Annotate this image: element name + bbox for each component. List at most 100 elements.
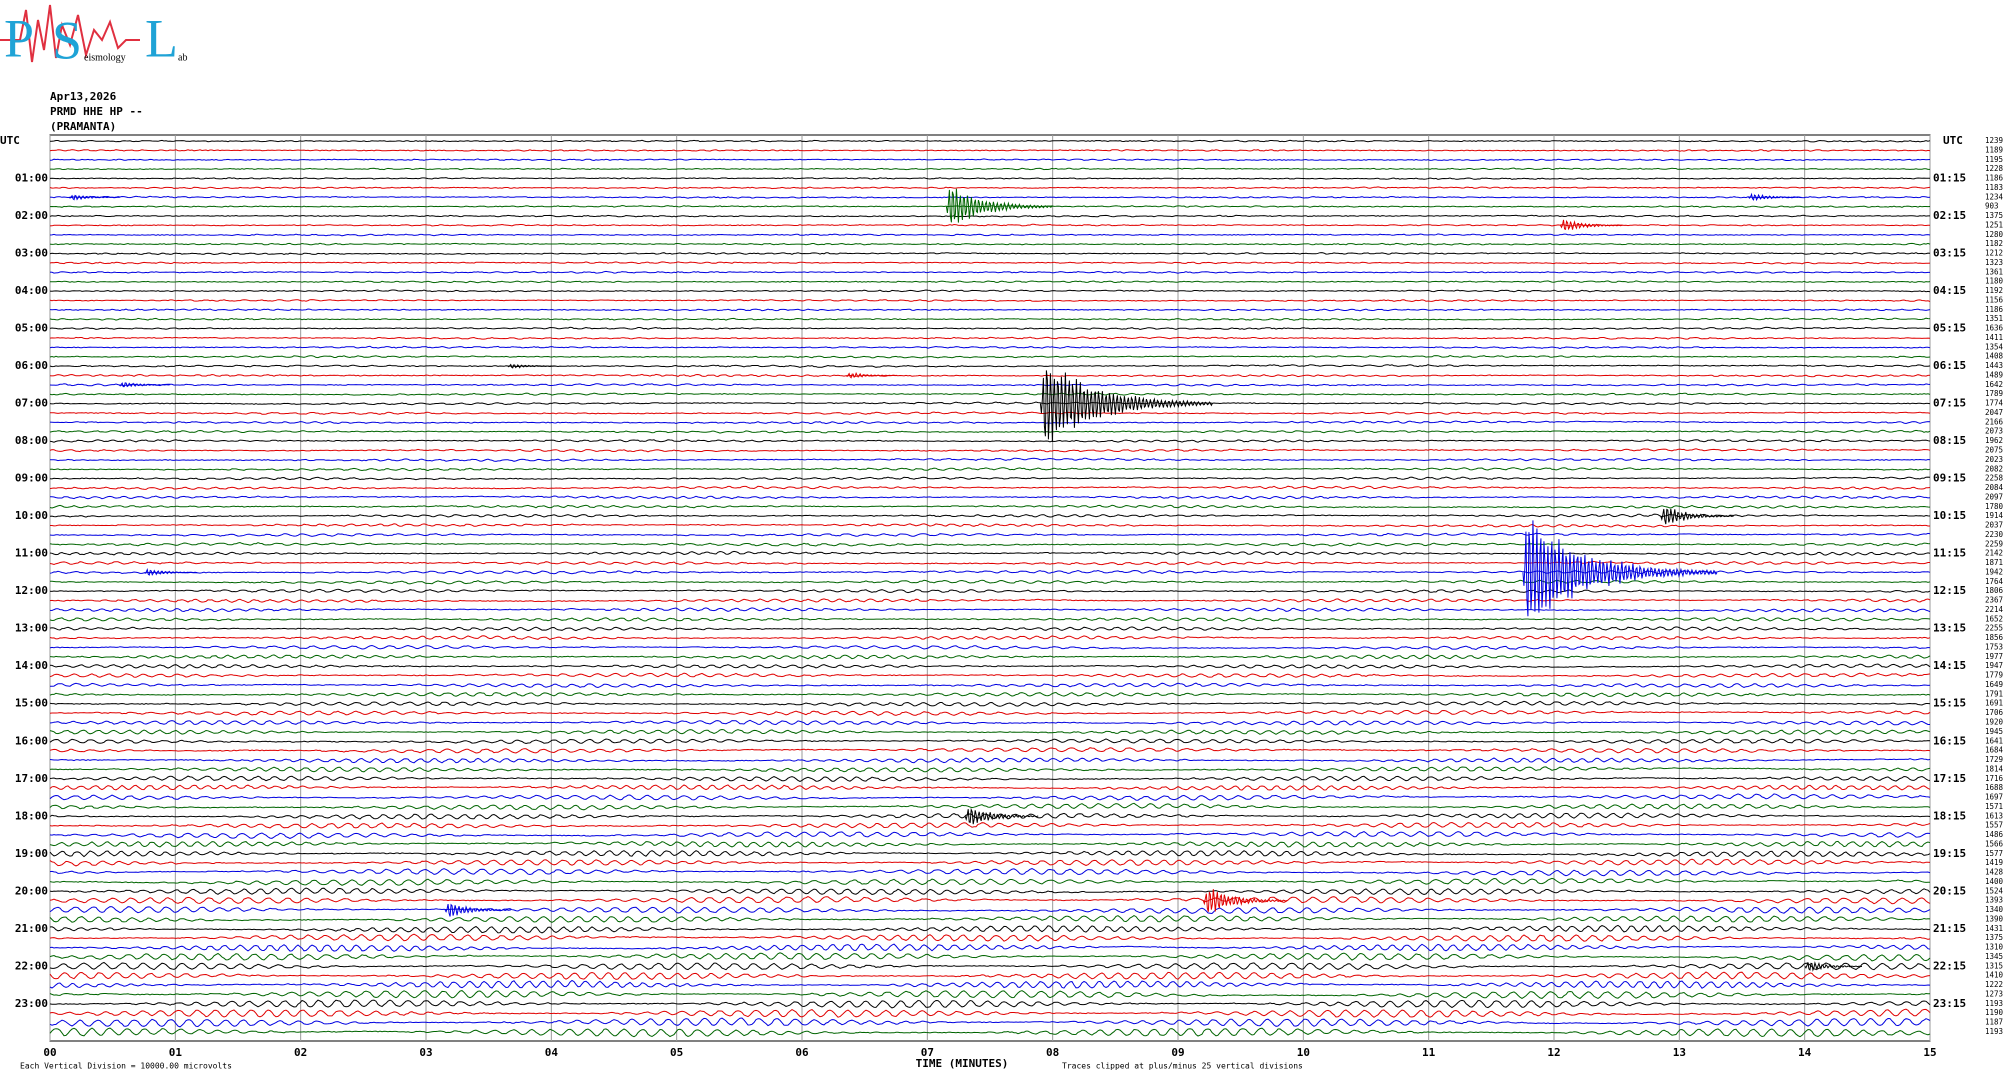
event <box>1202 889 1288 912</box>
trace-count: 1649 <box>1985 680 2003 689</box>
trace-count: 1273 <box>1985 989 2003 998</box>
event <box>964 807 1039 825</box>
trace <box>49 979 1931 989</box>
trace <box>49 877 1930 886</box>
trace-count: 1729 <box>1985 755 2003 764</box>
hour-label: 03:00 <box>15 247 48 260</box>
trace <box>49 429 1931 434</box>
hour-label: UTC <box>1943 134 1963 147</box>
trace-count: 1323 <box>1985 258 2003 267</box>
logo-wave <box>0 4 140 63</box>
trace-count: 1393 <box>1985 896 2003 905</box>
hour-label: 09:00 <box>15 472 48 485</box>
trace-count: 1193 <box>1985 1027 2003 1036</box>
hour-label: 07:00 <box>15 397 48 410</box>
trace-count: 1577 <box>1985 849 2003 858</box>
trace-count: 1789 <box>1985 389 2003 398</box>
trace-count: 1942 <box>1985 567 2003 576</box>
trace <box>49 186 1931 190</box>
hour-label: 03:15 <box>1933 247 1966 260</box>
hour-label: 06:00 <box>15 359 48 372</box>
trace <box>49 289 1931 293</box>
trace <box>49 990 1931 1000</box>
hour-label: 04:15 <box>1933 284 1966 297</box>
trace <box>49 672 1931 678</box>
hour-label: 06:15 <box>1933 359 1966 372</box>
event <box>1522 520 1718 617</box>
trace-count: 903 <box>1985 202 1999 211</box>
hour-label: UTC <box>0 134 20 147</box>
trace-count: 1489 <box>1985 370 2003 379</box>
trace <box>49 588 1931 594</box>
x-tick-label: 02 <box>294 1046 307 1059</box>
trace <box>49 1017 1931 1028</box>
hour-label: 21:00 <box>15 922 48 935</box>
trace <box>49 747 1931 754</box>
hour-label: 15:00 <box>15 697 48 710</box>
trace-count: 1183 <box>1985 183 2003 192</box>
trace <box>49 812 1931 820</box>
trace <box>49 887 1931 896</box>
trace-count: 1410 <box>1985 971 2004 980</box>
trace <box>49 467 1931 472</box>
trace <box>49 532 1931 537</box>
hour-label: 13:15 <box>1933 622 1966 635</box>
trace-count: 1652 <box>1985 614 2003 623</box>
trace-count: 1375 <box>1985 211 2003 220</box>
trace-count: 2023 <box>1985 455 2003 464</box>
trace <box>49 223 1930 227</box>
x-tick-label: 15 <box>1923 1046 1936 1059</box>
trace-count: 2082 <box>1985 464 2003 473</box>
trace-count: 2166 <box>1985 417 2004 426</box>
trace-count: 2037 <box>1985 521 2003 530</box>
trace <box>49 336 1931 340</box>
hour-label: 01:00 <box>15 172 48 185</box>
plot-frame <box>49 134 1931 1042</box>
event <box>118 382 171 388</box>
event <box>1804 961 1862 972</box>
trace <box>49 373 1931 378</box>
trace <box>49 924 1930 934</box>
x-tick-label: 13 <box>1673 1046 1686 1059</box>
trace <box>50 411 1931 415</box>
trace <box>49 242 1931 246</box>
trace-count: 2075 <box>1985 446 2003 455</box>
trace <box>49 345 1931 350</box>
trace <box>49 757 1931 764</box>
x-tick-label: 10 <box>1297 1046 1310 1059</box>
event <box>143 567 198 576</box>
trace-count: 1947 <box>1985 661 2003 670</box>
x-tick-label: 14 <box>1798 1046 1812 1059</box>
trace <box>49 270 1930 274</box>
trace <box>49 308 1931 312</box>
trace <box>49 485 1931 491</box>
hour-label: 19:15 <box>1933 847 1966 860</box>
trace <box>49 457 1931 462</box>
trace-count: 1920 <box>1985 717 2004 726</box>
hour-label: 01:15 <box>1933 172 1966 185</box>
hour-label: 09:15 <box>1933 472 1966 485</box>
trace-count: 1706 <box>1985 708 2004 717</box>
trace <box>49 728 1931 735</box>
trace-count: 1375 <box>1985 933 2003 942</box>
trace-count: 1228 <box>1985 164 2004 173</box>
trace-count: 2255 <box>1985 624 2003 633</box>
trace <box>49 541 1931 547</box>
logo-letter: L <box>145 8 178 68</box>
trace <box>49 439 1931 443</box>
trace <box>49 850 1931 858</box>
trace-count: 1814 <box>1985 764 2004 773</box>
hour-label: 13:00 <box>15 622 48 635</box>
trace-count: 1212 <box>1985 249 2003 258</box>
hour-label: 18:00 <box>15 809 48 822</box>
trace <box>49 626 1931 632</box>
header-station: PRMD HHE HP -- <box>50 105 143 118</box>
trace-count: 1180 <box>1985 277 2004 286</box>
event <box>68 194 121 201</box>
trace <box>49 177 1931 180</box>
trace <box>49 598 1931 604</box>
trace-count: 1716 <box>1985 774 2004 783</box>
hour-label: 12:00 <box>15 584 48 597</box>
